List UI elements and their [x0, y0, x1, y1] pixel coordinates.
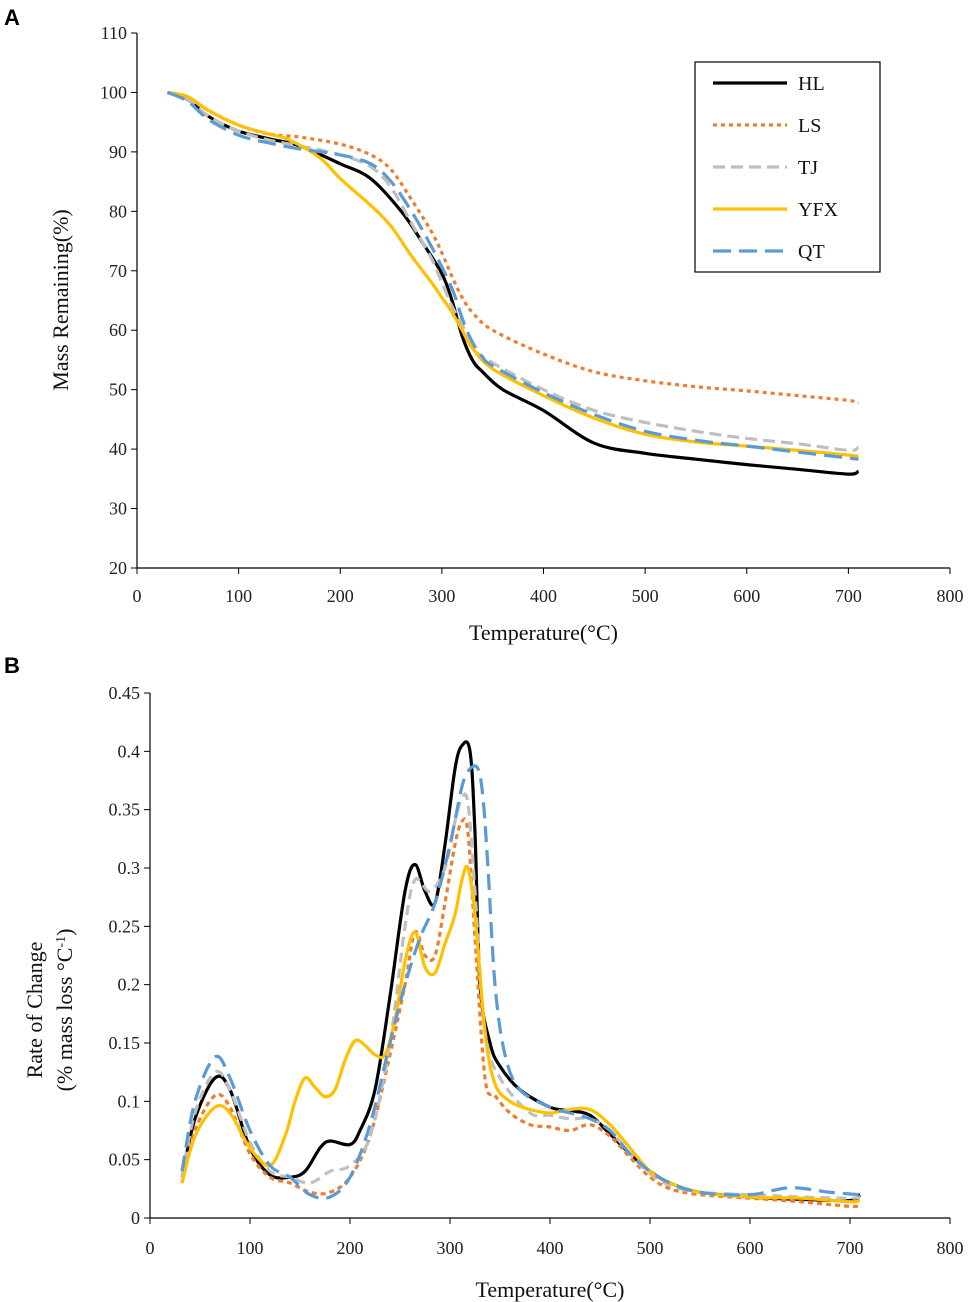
legend: HL LS TJ YFX QT — [694, 61, 881, 273]
x-tick-label: 700 — [837, 1238, 864, 1258]
y-tick-label: 110 — [101, 23, 127, 43]
panel-label: A — [4, 5, 20, 30]
legend-label-qt: QT — [798, 241, 825, 263]
x-tick-label: 800 — [937, 1238, 964, 1258]
x-tick-label: 300 — [428, 586, 455, 606]
series-line-qt — [166, 90, 859, 461]
x-tick-label: 0 — [146, 1238, 155, 1258]
x-tick-label: 400 — [530, 586, 557, 606]
x-axis-title: Temperature(°C) — [476, 1277, 625, 1302]
series-line-qt — [180, 764, 861, 1201]
x-tick-label: 600 — [737, 1238, 764, 1258]
y-tick-label: 0.3 — [118, 858, 141, 878]
x-tick-label: 500 — [637, 1238, 664, 1258]
legend-label-ls: LS — [798, 115, 821, 137]
y-tick-label: 0.35 — [109, 800, 141, 820]
y-tick-label: 0.05 — [109, 1150, 141, 1170]
series-line-ls — [180, 817, 861, 1209]
y-tick-label: 70 — [109, 261, 127, 281]
y-tick-label: 0.1 — [118, 1091, 141, 1111]
x-tick-label: 300 — [437, 1238, 464, 1258]
panel-a: A 20 30 40 50 60 70 80 90 100 110 0 100 200 300 400 500 6… — [4, 5, 964, 645]
x-tick-label: 400 — [537, 1238, 564, 1258]
y-tick-label: 30 — [109, 499, 127, 519]
y-tick-label: 40 — [109, 439, 127, 459]
x-tick-label: 800 — [937, 586, 964, 606]
series-line-yfx — [180, 864, 861, 1204]
legend-box — [694, 61, 881, 273]
x-tick-label: 500 — [632, 586, 659, 606]
legend-label-hl: HL — [798, 73, 825, 95]
y-axis-unit-exponent: -1 — [54, 936, 69, 948]
y-tick-label: 90 — [109, 142, 127, 162]
y-tick-label: 0.25 — [109, 916, 141, 936]
series-line-hl — [180, 740, 862, 1203]
y-axis-title-line2: (% mass loss °C-1) — [52, 929, 77, 1092]
y-tick-label: 80 — [109, 201, 127, 221]
x-tick-label: 0 — [133, 586, 142, 606]
y-tick-label: 0.45 — [109, 683, 141, 703]
y-axis-unit: (% mass loss °C — [52, 948, 77, 1092]
series-line-yfx — [167, 90, 859, 458]
x-tick-label: 200 — [327, 586, 354, 606]
x-tick-label: 100 — [225, 586, 252, 606]
y-tick-label: 60 — [109, 320, 127, 340]
y-axis-title: Rate of Change — [22, 942, 47, 1079]
panel-label: B — [4, 653, 20, 678]
y-tick-label: 100 — [100, 82, 127, 102]
x-tick-label: 700 — [835, 586, 862, 606]
x-tick-label: 200 — [337, 1238, 364, 1258]
y-axis-unit-close: ) — [52, 929, 77, 936]
x-axis-title: Temperature(°C) — [469, 620, 618, 645]
y-tick-label: 0.15 — [109, 1033, 141, 1053]
y-tick-label: 50 — [109, 380, 127, 400]
x-tick-label: 600 — [733, 586, 760, 606]
y-tick-label: 0.2 — [118, 975, 141, 995]
legend-label-yfx: YFX — [798, 199, 839, 221]
series-line-tj — [166, 90, 860, 452]
y-axis-title: Mass Remaining(%) — [48, 209, 73, 390]
y-tick-label: 20 — [109, 558, 127, 578]
x-tick-label: 100 — [237, 1238, 264, 1258]
panel-b: B 0 0.05 0.1 0.15 0.2 0.25 0.3 0.35 0.4 0.45 0 100 20… — [4, 653, 964, 1302]
y-tick-label: 0 — [131, 1208, 140, 1228]
legend-label-tj: TJ — [798, 157, 818, 179]
y-tick-label: 0.4 — [118, 741, 141, 761]
